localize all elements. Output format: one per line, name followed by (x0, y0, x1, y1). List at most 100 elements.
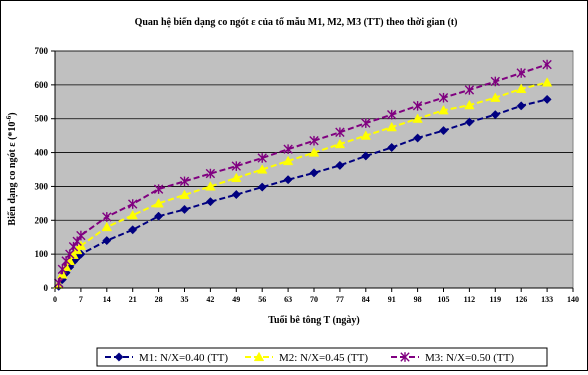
data-point (464, 99, 475, 110)
legend-entry-3: M3: N/X=0.50 (TT) (391, 352, 514, 364)
data-point (335, 127, 345, 138)
x-tick-label: 119 (490, 295, 502, 304)
data-point (464, 117, 474, 127)
data-point (128, 199, 138, 209)
legend-entries: M1: N/X=0.40 (TT) M2: N/X=0.45 (TT) M3: N/… (105, 351, 514, 364)
data-point (464, 85, 475, 95)
y-axis-label-main: Biến dạng co ngót ε (*10 (7, 122, 18, 226)
x-tick-label: 126 (515, 295, 527, 304)
y-tick-label: 200 (35, 215, 49, 225)
data-point (387, 142, 397, 153)
data-point (72, 236, 82, 247)
legend-label: M3: N/X=0.50 (TT) (425, 352, 514, 364)
data-point (334, 138, 346, 149)
data-point (516, 101, 526, 111)
x-tick-label: 105 (438, 295, 450, 304)
data-point (542, 94, 552, 104)
data-point (231, 161, 241, 171)
data-point (179, 189, 190, 199)
data-point (101, 221, 113, 232)
data-point (128, 225, 138, 235)
data-point (515, 83, 527, 94)
y-tick-label: 500 (35, 114, 49, 124)
data-point (335, 160, 345, 170)
data-point (57, 264, 68, 275)
data-point (413, 133, 423, 143)
data-point (231, 172, 242, 183)
data-point (412, 113, 423, 123)
data-point (153, 198, 164, 208)
data-point (386, 121, 397, 132)
y-tick-label: 700 (35, 46, 49, 56)
data-point (283, 175, 293, 185)
data-point (309, 135, 319, 146)
data-point (154, 211, 164, 221)
data-point (102, 236, 112, 246)
data-point (153, 184, 164, 194)
data-point (54, 278, 64, 288)
data-point (68, 241, 79, 252)
data-point (127, 209, 138, 220)
y-tick-label: 400 (35, 148, 49, 158)
data-point (102, 212, 112, 222)
data-point (205, 181, 216, 191)
x-tick-label: 140 (567, 295, 579, 304)
data-point (541, 77, 553, 87)
data-point (282, 155, 294, 166)
data-point (490, 76, 500, 87)
x-tick-label: 0 (53, 295, 57, 304)
x-tick-label: 42 (206, 295, 214, 304)
data-point (205, 197, 215, 207)
series-3 (54, 59, 552, 288)
x-tick-label: 91 (388, 295, 396, 304)
data-point (256, 164, 268, 174)
data-point (490, 110, 500, 120)
data-point (542, 59, 552, 70)
x-tick-label: 7 (79, 295, 83, 304)
x-tick-label: 28 (155, 295, 163, 304)
legend: M1: N/X=0.40 (TT) M2: N/X=0.45 (TT) M3: N/… (96, 347, 548, 367)
y-axis-ticks: 0 100 200 300 400 500 600 700 (35, 46, 55, 293)
series-layer (53, 59, 553, 291)
legend-label: M2: N/X=0.45 (TT) (279, 352, 368, 364)
x-tick-label: 49 (232, 295, 240, 304)
legend-swatch-marker (114, 352, 124, 362)
data-point (179, 176, 190, 187)
y-tick-label: 100 (35, 249, 49, 259)
data-point (438, 126, 449, 136)
y-tick-label: 0 (44, 283, 49, 293)
data-point (205, 168, 216, 179)
x-axis-label: Tuổi bê tông T (ngày) (268, 315, 360, 326)
data-point (179, 204, 190, 215)
legend-entry-1: M1: N/X=0.40 (TT) (105, 352, 228, 364)
x-tick-label: 133 (541, 295, 553, 304)
legend-label: M1: N/X=0.40 (TT) (139, 352, 228, 364)
legend-swatch-marker (400, 352, 410, 362)
x-tick-label: 98 (414, 295, 422, 304)
x-tick-label: 56 (258, 295, 266, 304)
data-point (412, 101, 423, 111)
data-point (438, 104, 449, 115)
legend-entry-2: M2: N/X=0.45 (TT) (245, 351, 368, 364)
data-point (308, 147, 320, 157)
x-tick-label: 63 (284, 295, 292, 304)
x-tick-label: 21 (129, 295, 137, 304)
y-axis-label-suffix: ) (7, 112, 18, 115)
x-tick-label: 84 (362, 295, 370, 304)
y-axis-label: Biến dạng co ngót ε (*10-6) (5, 112, 18, 225)
data-point (490, 92, 501, 102)
x-tick-label: 70 (310, 295, 318, 304)
data-point (257, 153, 267, 163)
y-axis-label-exponent: -6 (5, 115, 13, 121)
data-point (231, 190, 241, 200)
x-tick-label: 35 (181, 295, 189, 304)
x-axis-ticks: 0 7 14 21 28 35 42 49 56 63 70 77 84 91 98 105 112 119 126… (53, 288, 579, 304)
data-point (309, 168, 319, 178)
data-point (387, 109, 397, 120)
y-tick-label: 600 (35, 80, 49, 90)
data-point (257, 182, 267, 192)
data-point (76, 230, 86, 241)
legend-swatch-marker (253, 351, 265, 362)
data-point (438, 92, 449, 103)
